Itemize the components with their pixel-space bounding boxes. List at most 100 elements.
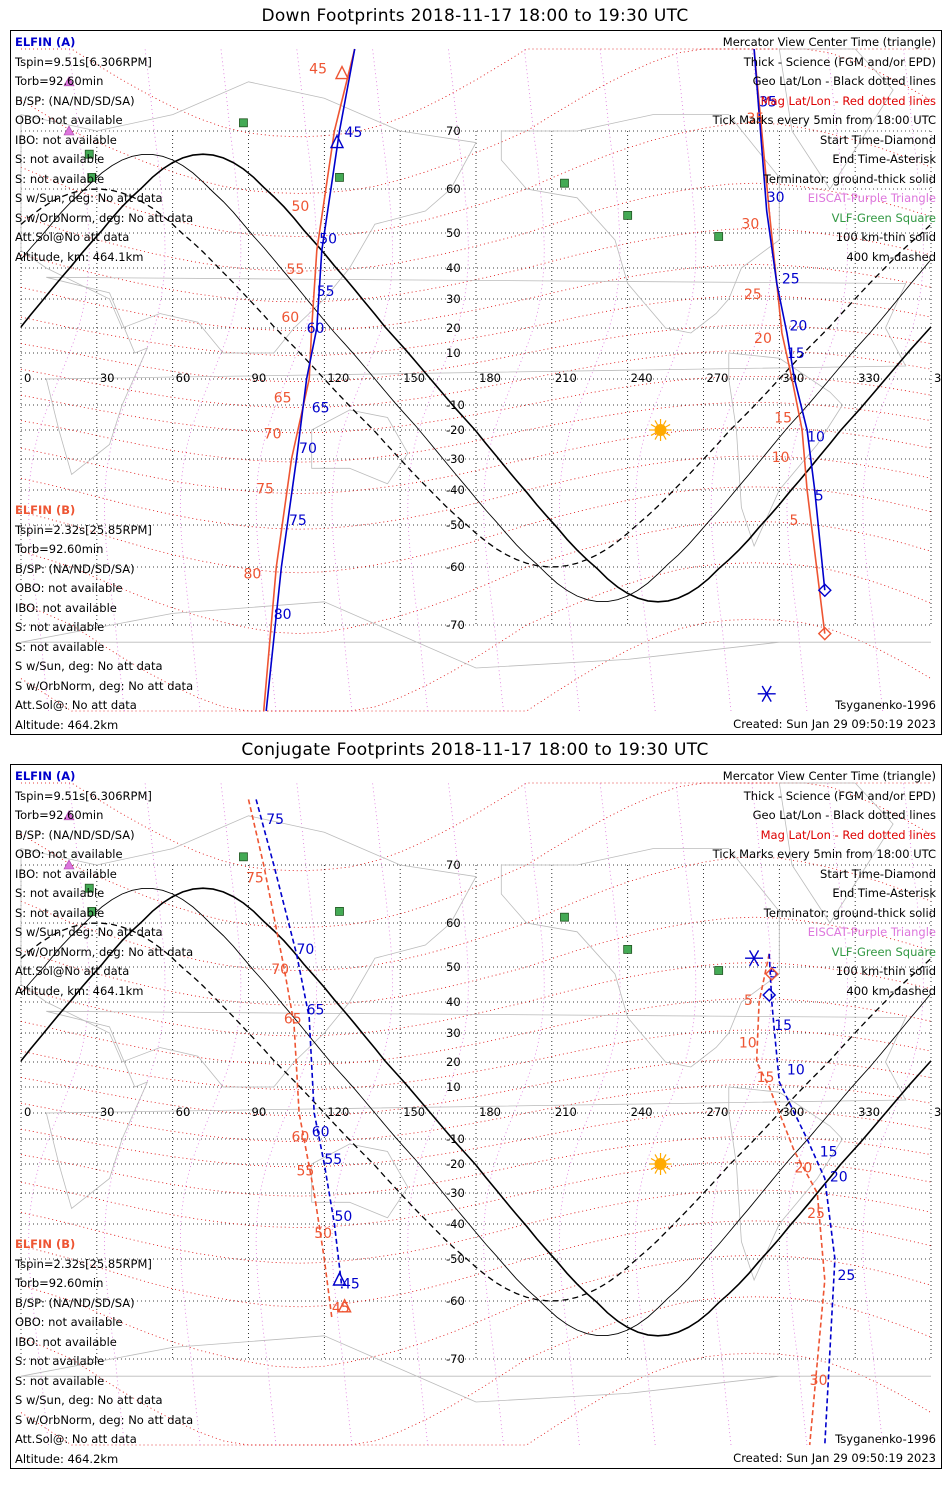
elfin-b-tick-label: 45 (309, 62, 327, 78)
mag-parallel (20, 1161, 932, 1228)
legend-line: Start Time-Diamond (820, 132, 936, 147)
terminator-ground (20, 153, 932, 603)
elfin-a-tick-label: 10 (807, 430, 825, 446)
eiscat-triangle (63, 859, 75, 870)
start-time-diamond (817, 583, 832, 598)
mag-parallel (20, 1296, 932, 1446)
elfin-a-tick-label: 55 (317, 284, 335, 300)
mag-parallel (20, 48, 932, 194)
elfin-a-track (255, 799, 343, 1289)
lat-tick-label: 30 (446, 1026, 461, 1040)
elfin-a-tick-label: 75 (289, 513, 307, 529)
vlf-station-square (623, 944, 633, 954)
lon-tick-label: 360 (934, 1105, 941, 1119)
info-line: B/SP: (NA/ND/SD/SA) (15, 561, 135, 576)
sun-ray (654, 1154, 659, 1160)
sun-ray (665, 1157, 671, 1162)
legend-line: Mag Lat/Lon - Red dotted lines (760, 93, 936, 108)
lat-tick-label: -60 (446, 560, 465, 574)
conjugate-footprints-map: 0306090120150180210240270300330360706050… (20, 782, 941, 1446)
elfin-a-header: ELFIN (A) (15, 35, 76, 49)
lat-tick-label: -10 (446, 398, 465, 412)
info-line: Altitude, km: 464.1km (15, 249, 144, 264)
elfin-b-tick-label: 5 (789, 513, 798, 529)
elfin-a-tick-label: 70 (297, 942, 315, 958)
vlf-station-square (335, 172, 344, 182)
lat-tick-label: -20 (446, 1157, 465, 1171)
info-line: S w/Sun, deg: No att data (15, 925, 163, 939)
continent-outline (500, 848, 780, 1068)
lat-tick-label: -40 (446, 1217, 465, 1231)
mag-parallel (20, 427, 932, 494)
info-line: Torb=92.60min (15, 1276, 104, 1290)
start-time-diamond (764, 967, 779, 981)
elfin-b-tick-label: 30 (810, 1373, 828, 1389)
lat-tick-label: 10 (446, 1080, 461, 1094)
info-line: Tspin=9.51s[6.306RPM] (15, 54, 152, 69)
lon-tick-label: 90 (252, 371, 267, 385)
eiscat-triangle (63, 810, 75, 821)
elfin-a-tick-label: 5 (815, 489, 824, 505)
lat-tick-label: -10 (446, 1132, 465, 1146)
lon-tick-label: 270 (707, 371, 729, 385)
continent-outline (778, 48, 894, 190)
legend-line: VLF-Green Square (831, 210, 936, 225)
mag-parallel (20, 1189, 932, 1264)
legend-line: EISCAT-Purple Triangle (807, 925, 936, 939)
model-label: Tsyganenko-1996 (835, 1432, 936, 1446)
end-time-asterisk (748, 950, 760, 967)
elfin-a-info: ELFIN (A) Tspin=9.51s[6.306RPM] Torb=92.… (15, 767, 193, 1001)
elfin-b-tick-label: 15 (774, 411, 792, 427)
info-line: S: not available (15, 905, 105, 920)
lat-tick-label: -30 (446, 452, 465, 466)
elfin-b-tick-label: 10 (772, 450, 790, 466)
mag-parallel (20, 562, 932, 712)
info-line: S: not available (15, 886, 105, 900)
elfin-a-tick-label: 25 (782, 272, 800, 288)
elfin-b-track (247, 799, 333, 1319)
continent-outline (45, 276, 907, 476)
sun-ray (650, 1157, 656, 1162)
legend-line: Geo Lat/Lon - Black dotted lines (752, 808, 936, 822)
lon-tick-label: 210 (555, 1105, 577, 1119)
sun-ray (650, 423, 656, 428)
info-line: B/SP: (NA/ND/SD/SA) (15, 827, 135, 842)
elfin-b-tick-label: 70 (264, 427, 282, 443)
lon-tick-label: 120 (327, 371, 349, 385)
elfin-a-tick-label: 60 (307, 321, 325, 337)
lat-tick-label: -30 (446, 1186, 465, 1200)
created-label: Created: Sun Jan 29 09:50:19 2023 (733, 1451, 936, 1465)
legend-line: Terminator: ground-thick solid (763, 905, 936, 920)
lat-tick-label: -50 (446, 1252, 465, 1266)
info-line: Tspin=2.32s[25.85RPM] (15, 522, 152, 537)
elfin-b-tick-label: 55 (297, 1164, 315, 1180)
elfin-a-track (753, 48, 826, 591)
top-map-title: Down Footprints 2018-11-17 18:00 to 19:3… (261, 6, 689, 26)
info-line: IBO: not available (15, 866, 117, 881)
elfin-a-tick-label: 5 (769, 966, 778, 982)
elfin-a-tick-label: 30 (767, 190, 785, 206)
down-footprints-panel: 0 30 60 90 120 150 180 210 240 270 300 330 360 70 60 50… (10, 30, 942, 735)
elfin-b-header: ELFIN (B) (15, 503, 76, 517)
sun-ray (650, 1166, 656, 1171)
info-line: S w/OrbNorm, deg: No att data (15, 210, 194, 225)
lon-tick-label: 360 (934, 371, 941, 385)
terminator-100km (20, 153, 932, 603)
info-line: S w/Sun, deg: No att data (15, 659, 163, 673)
lat-tick-label: 60 (446, 916, 461, 930)
lon-tick-label: 60 (176, 371, 191, 385)
info-line: B/SP: (NA/ND/SD/SA) (15, 93, 135, 108)
mag-parallel (20, 1029, 932, 1091)
terminator-ground (20, 887, 932, 1337)
info-line: S: not available (15, 171, 105, 186)
sun-ray (654, 420, 659, 426)
continent-outline (728, 1086, 844, 1282)
sun-ray (665, 1166, 671, 1171)
elfin-b-tick-label: 60 (291, 1130, 309, 1146)
sun-ray (663, 1154, 667, 1160)
info-line: B/SP: (NA/ND/SD/SA) (15, 1295, 135, 1310)
eiscat-triangle (63, 76, 75, 87)
vlf-station-square (335, 906, 344, 916)
lat-tick-label: -60 (446, 1294, 465, 1308)
sun-ray (663, 1168, 667, 1174)
